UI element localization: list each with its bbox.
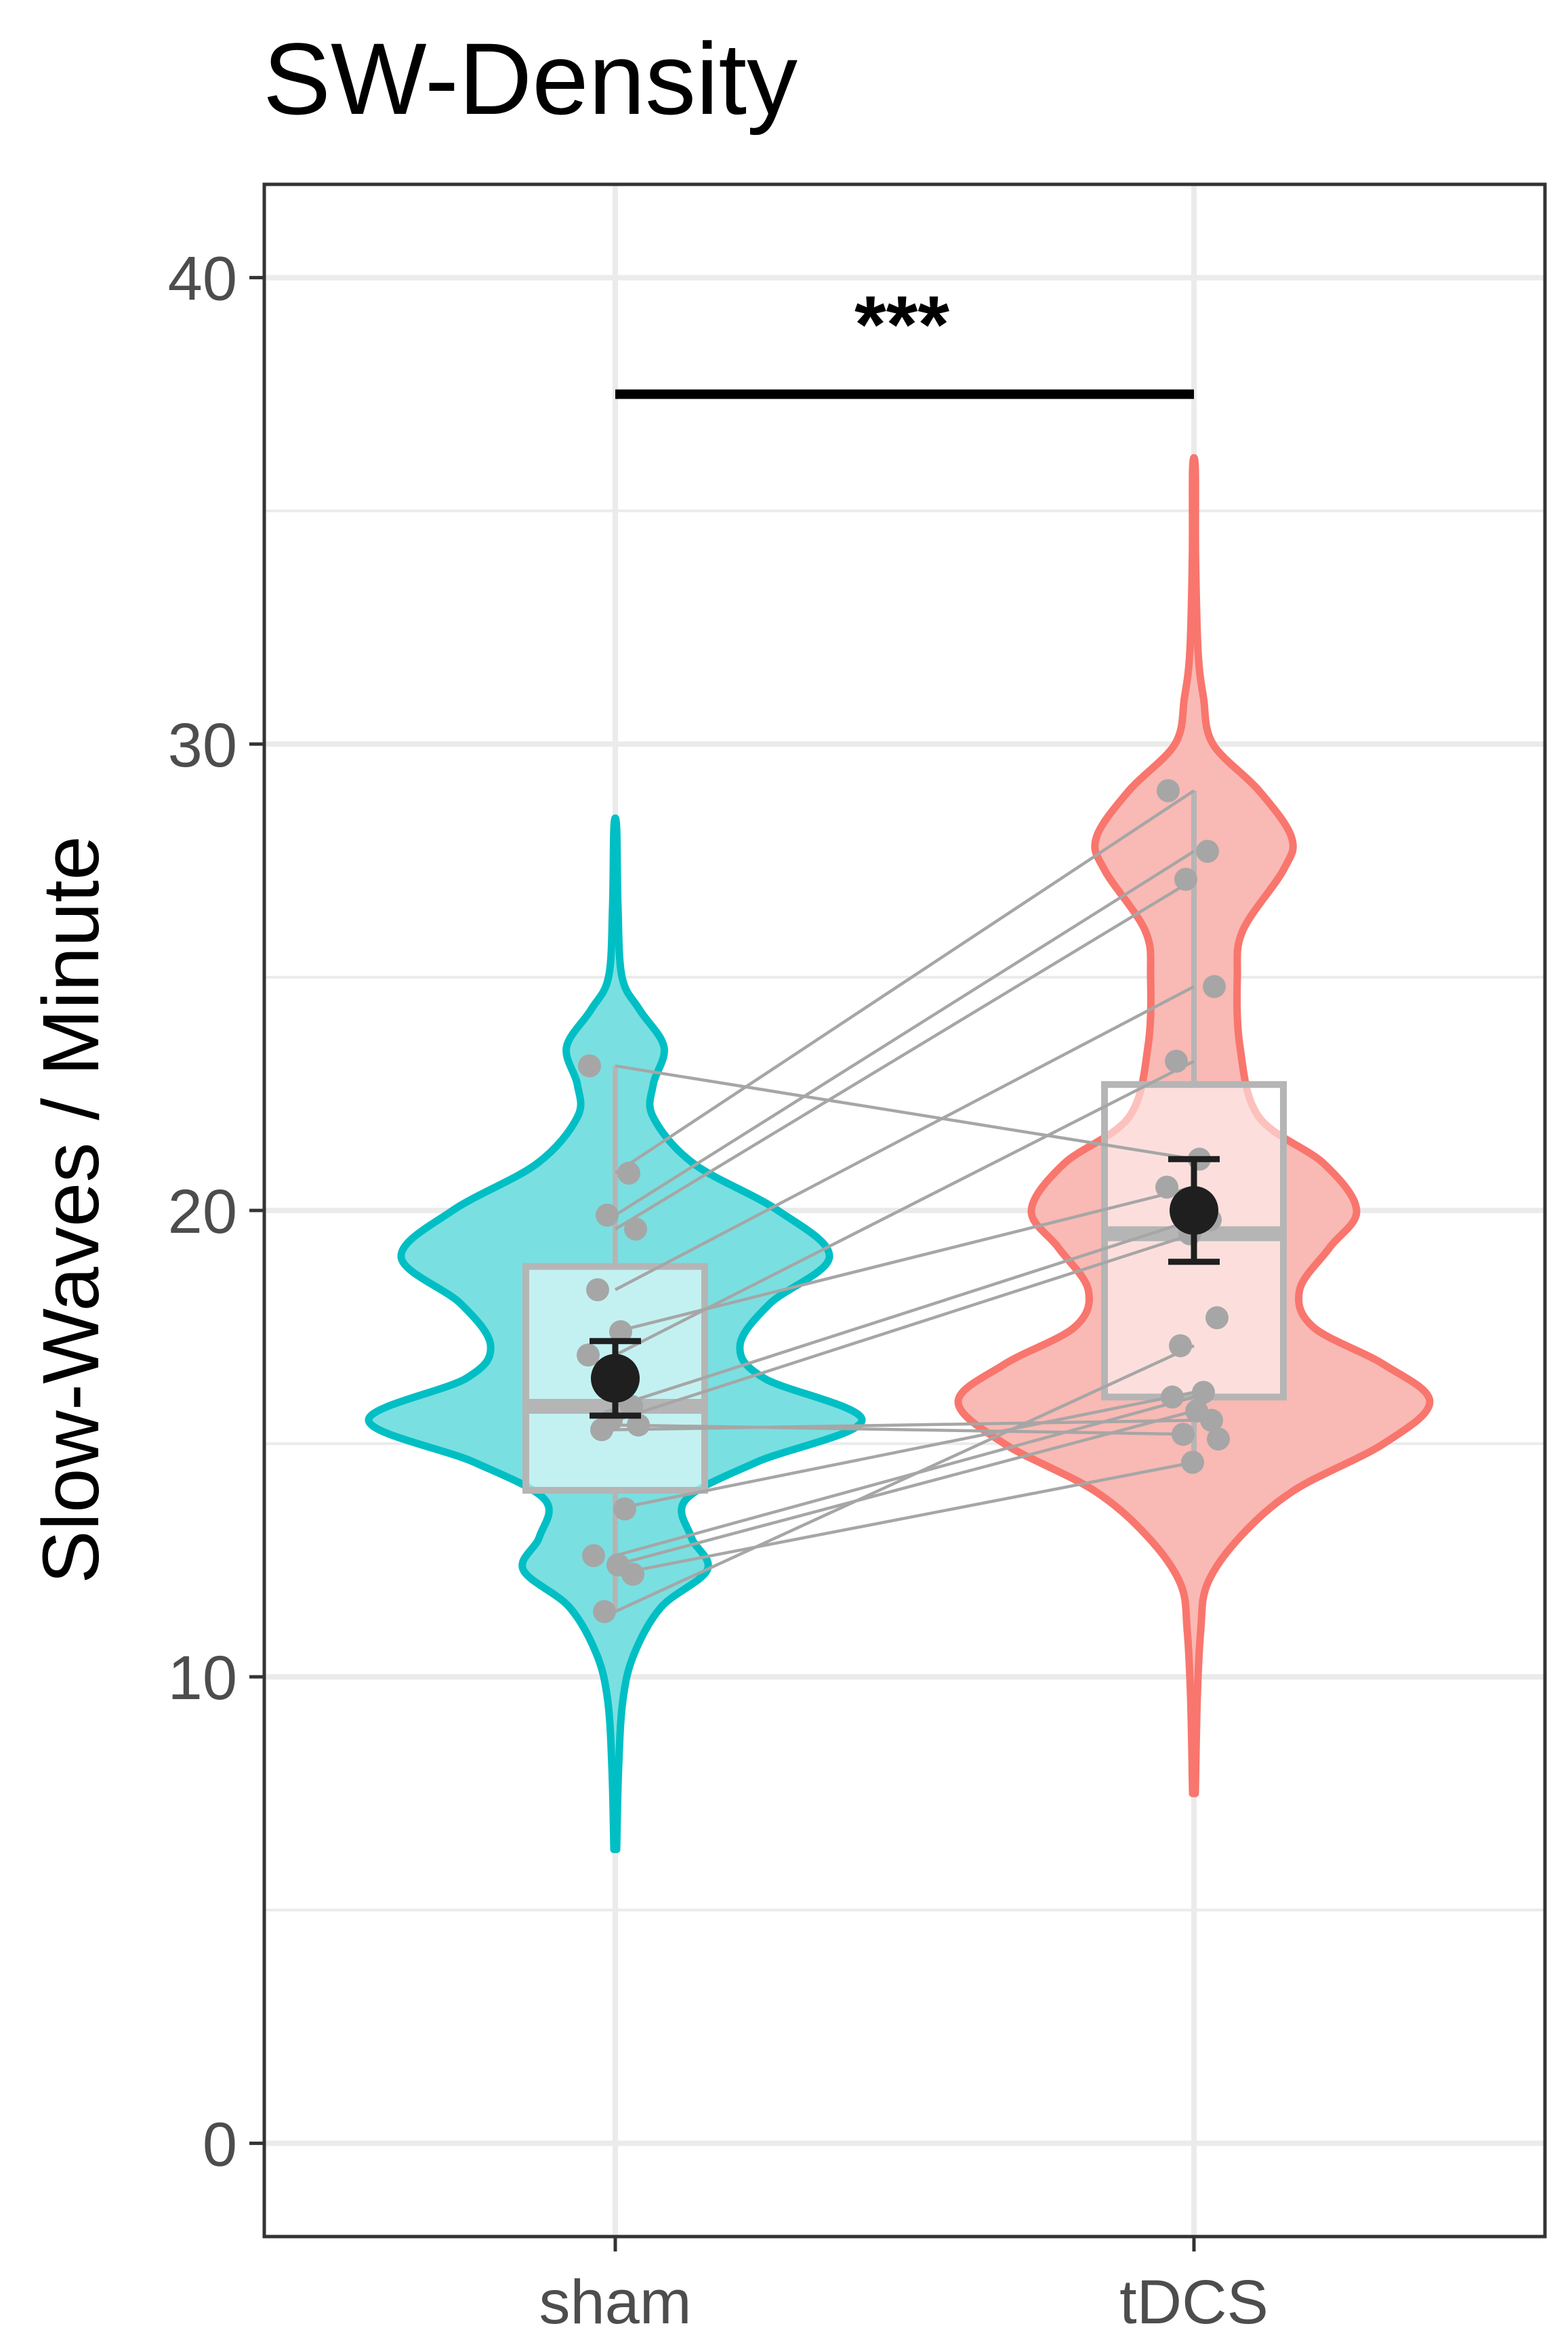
chart-title: SW-Density bbox=[263, 22, 798, 136]
data-point-sham bbox=[593, 1599, 616, 1623]
data-point-sham bbox=[582, 1544, 605, 1568]
data-point-sham bbox=[613, 1497, 636, 1521]
data-point-sham bbox=[577, 1343, 600, 1367]
significance-label: *** bbox=[854, 279, 949, 370]
y-tick-label: 0 bbox=[203, 2110, 237, 2179]
data-point-tDCS bbox=[1181, 1450, 1204, 1474]
data-point-tDCS bbox=[1196, 840, 1219, 863]
data-point-tDCS bbox=[1155, 1175, 1178, 1199]
y-tick-label: 20 bbox=[168, 1177, 237, 1246]
paired-lines bbox=[614, 789, 1195, 1613]
paired-line bbox=[614, 985, 1195, 1291]
means bbox=[590, 1156, 1220, 1419]
paired-line bbox=[615, 1391, 1195, 1511]
paired-line bbox=[615, 1218, 1195, 1408]
paired-line bbox=[615, 1409, 1195, 1567]
paired-line bbox=[614, 878, 1195, 1231]
paired-line bbox=[614, 789, 1195, 1175]
data-point-tDCS bbox=[1161, 1385, 1184, 1409]
data-point-sham bbox=[620, 1395, 643, 1419]
data-point-tDCS bbox=[1200, 1408, 1223, 1432]
data-point-tDCS bbox=[1157, 779, 1180, 802]
mean-point-sham bbox=[591, 1353, 640, 1403]
data-point-tDCS bbox=[1165, 1049, 1188, 1073]
paired-line bbox=[615, 1461, 1195, 1576]
data-point-tDCS bbox=[1203, 975, 1226, 998]
data-point-tDCS bbox=[1172, 1423, 1195, 1446]
data-point-tDCS bbox=[1207, 1427, 1230, 1451]
significance-annotation: *** bbox=[615, 279, 1194, 399]
x-tick-label: tDCS bbox=[1119, 2268, 1268, 2337]
data-point-sham bbox=[609, 1320, 632, 1343]
data-point-sham bbox=[590, 1418, 613, 1442]
paired-line bbox=[615, 1064, 1195, 1161]
data-point-sham bbox=[578, 1054, 601, 1078]
data-point-sham bbox=[624, 1217, 647, 1241]
data-point-sham bbox=[596, 1203, 619, 1227]
y-tick-label: 40 bbox=[168, 245, 237, 314]
data-point-sham bbox=[617, 1161, 640, 1185]
paired-line bbox=[614, 1059, 1195, 1357]
data-point-sham bbox=[586, 1278, 609, 1301]
x-tick-label: sham bbox=[539, 2268, 692, 2337]
mean-point-tDCS bbox=[1170, 1186, 1218, 1235]
data-point-tDCS bbox=[1174, 868, 1197, 891]
data-point-tDCS bbox=[1192, 1381, 1215, 1404]
data-point-tDCS bbox=[1205, 1306, 1229, 1330]
y-tick-label: 30 bbox=[168, 711, 237, 780]
y-tick-label: 10 bbox=[168, 1644, 237, 1713]
paired-line bbox=[615, 1344, 1195, 1613]
paired-line bbox=[615, 1395, 1195, 1557]
data-point-sham bbox=[621, 1562, 644, 1586]
paired-line bbox=[615, 1232, 1195, 1422]
data-point-tDCS bbox=[1169, 1334, 1192, 1358]
paired-line bbox=[614, 850, 1195, 1217]
data-point-sham bbox=[627, 1413, 650, 1437]
paired-line bbox=[615, 1423, 1195, 1436]
axes: 0 10 20 30 40 sham tDCS bbox=[168, 182, 1547, 2337]
y-axis-label: Slow-Waves / Minute bbox=[26, 836, 116, 1584]
